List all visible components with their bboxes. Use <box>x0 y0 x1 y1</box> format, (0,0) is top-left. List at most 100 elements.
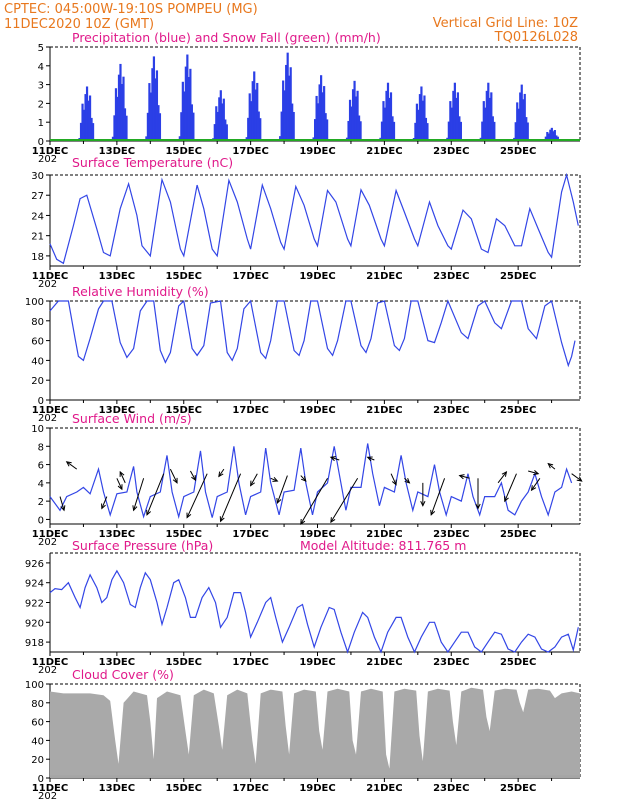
temp-title: Surface Temperature (nC) <box>72 155 233 170</box>
precip-bar <box>122 76 125 141</box>
wind-x-tick-label: 11DEC <box>32 529 68 540</box>
precip-bar <box>544 136 547 141</box>
precip-bar <box>391 116 394 141</box>
precip-bar <box>320 75 323 141</box>
precip-bar <box>123 108 127 141</box>
cloud-x-tick-label: 17DEC <box>232 783 268 794</box>
precip-bar <box>215 106 218 141</box>
precip-bar <box>447 121 450 141</box>
header-station: CPTEC: 045:00W-19:10S POMPEU (MG) <box>4 2 258 17</box>
rh-title: Relative Humidity (%) <box>72 284 209 299</box>
precip-bar <box>552 131 555 141</box>
precip-bar <box>149 92 153 141</box>
wind-x-tick-label: 13DEC <box>99 529 135 540</box>
precip-bar <box>347 120 350 141</box>
wind-direction-arrow <box>367 456 375 461</box>
precip-bar <box>186 54 189 141</box>
wind-direction-arrow <box>390 473 397 485</box>
wind-direction-arrow <box>330 478 359 523</box>
pressure-y-tick-label: 924 <box>25 579 44 590</box>
wind-arrow-head <box>186 512 192 519</box>
temp-x-tick-label: 19DEC <box>299 271 335 282</box>
cloud-x-tick-label: 19DEC <box>299 783 335 794</box>
precip-bar <box>389 92 393 141</box>
precip-bar <box>218 97 221 141</box>
temp-x-tick-label: 25DEC <box>500 271 536 282</box>
wind-arrow-head <box>501 470 508 477</box>
precip-bar <box>522 99 525 141</box>
cloud-y-tick-label: 100 <box>25 680 44 691</box>
wind-direction-arrow <box>531 477 541 491</box>
wind-direction-arrow <box>270 477 278 482</box>
wind-arrow-head <box>65 461 72 467</box>
wind-arrow-head <box>276 497 282 505</box>
precip-bar <box>286 52 289 141</box>
precip-bar <box>180 112 183 141</box>
precip-bar <box>113 115 116 141</box>
wind-arrow-head <box>533 470 540 476</box>
wind-direction-arrow <box>133 478 145 511</box>
pressure-x-tick-label: 11DEC <box>32 657 68 668</box>
precip-bar <box>383 107 387 141</box>
precip-bar <box>426 123 429 141</box>
header-grid-note: Vertical Grid Line: 10Z <box>433 16 578 31</box>
wind-direction-arrow <box>250 473 258 486</box>
precip-bar <box>116 96 119 141</box>
wind-direction-arrow <box>330 456 340 461</box>
wind-arrow-head <box>330 517 336 524</box>
wind-arrow-head <box>530 485 537 492</box>
precip-bar <box>125 115 128 141</box>
pressure-x-tick-label: 19DEC <box>299 657 335 668</box>
precip-bar <box>555 135 558 141</box>
cloud-y-tick-label: 0 <box>38 774 44 785</box>
wind-y-tick-label: 4 <box>38 479 44 490</box>
precip-bar <box>283 90 286 141</box>
wind-direction-arrow <box>101 496 108 509</box>
wind-arrow-head <box>300 518 306 525</box>
wind-direction-arrow <box>276 475 288 504</box>
cloud-y-tick-label: 80 <box>31 699 44 710</box>
precip-bar <box>250 101 253 141</box>
rh-x-tick-label: 21DEC <box>366 405 402 416</box>
precip-bar <box>178 136 181 141</box>
precip-bar <box>380 121 384 141</box>
precip-x-tick-label: 25DEC <box>500 146 536 157</box>
precip-bar <box>154 78 157 141</box>
precip-bar <box>318 84 321 141</box>
precip-bar <box>158 113 162 141</box>
wind-direction-arrow <box>300 475 307 482</box>
precip-bar <box>189 68 192 141</box>
precip-bar <box>493 121 496 141</box>
temp-y-tick-label: 18 <box>31 252 44 263</box>
precip-bar <box>82 109 86 141</box>
rh-x-tick-label: 19DEC <box>299 405 335 416</box>
rh-y-tick-label: 80 <box>31 317 44 328</box>
precip-bar <box>392 121 396 141</box>
wind-panel: Surface Wind (m/s) 0 2 4 6 8 10 11DEC 13DEC 15DEC… <box>31 411 583 548</box>
rh-y-tick-label: 60 <box>31 337 44 348</box>
precip-bar <box>516 102 519 141</box>
wind-direction-arrow <box>190 470 196 481</box>
precip-bar <box>556 136 559 141</box>
precip-bar <box>455 97 458 141</box>
cloud-year-stub: 202 <box>38 791 57 800</box>
precip-bar <box>458 116 461 141</box>
wind-arrow-head <box>219 516 225 523</box>
wind-direction-arrow <box>571 473 582 482</box>
precip-title: Precipitation (blue) and Snow Fall (gree… <box>72 30 381 45</box>
precip-bar <box>280 111 283 141</box>
header-run-time: 11DEC2020 10Z (GMT) <box>4 17 154 32</box>
cloud-x-tick-label: 11DEC <box>32 783 68 794</box>
cloud-x-tick-label: 13DEC <box>99 783 135 794</box>
precip-bar <box>279 136 282 141</box>
precip-bar <box>285 64 288 141</box>
precip-bar <box>247 117 250 141</box>
precip-bar <box>550 127 553 141</box>
temp-y-tick-label: 27 <box>31 191 44 202</box>
precip-bar <box>354 96 358 141</box>
wind-title: Surface Wind (m/s) <box>72 411 192 426</box>
wind-arrow-head <box>218 471 224 478</box>
cloud-y-tick-label: 60 <box>31 718 44 729</box>
wind-arrow-head <box>117 484 123 491</box>
wind-direction-arrow <box>169 468 178 484</box>
